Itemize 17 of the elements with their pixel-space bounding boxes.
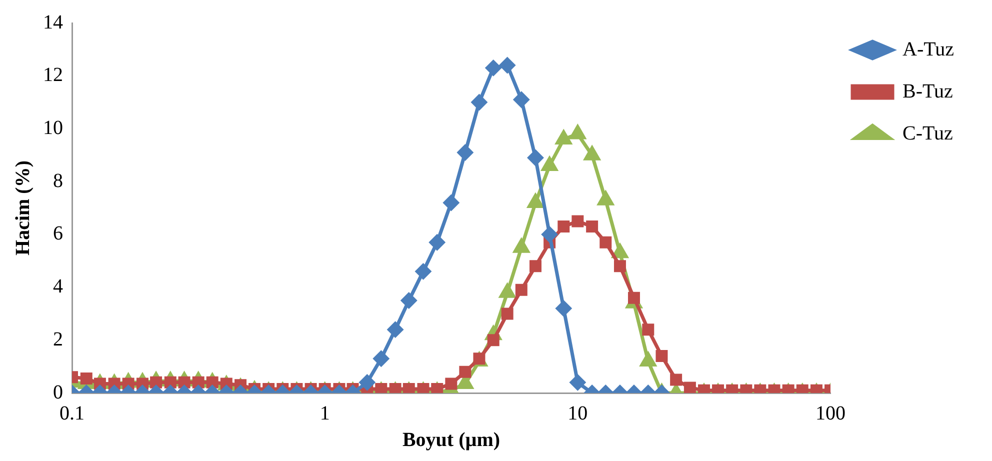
y-tick-label: 2 xyxy=(53,328,63,350)
y-tick-label: 0 xyxy=(53,381,63,404)
y-tick-label: 14 xyxy=(43,11,63,34)
y-tick-label: 10 xyxy=(43,116,63,139)
x-tick-label: 10 xyxy=(568,402,588,424)
x-tick-label: 0.1 xyxy=(60,402,84,424)
x-tick-label: 100 xyxy=(816,402,846,424)
y-tick-label: 4 xyxy=(53,276,63,298)
y-axis-title: Hacim (%) xyxy=(12,160,34,256)
legend-label: A-Tuz xyxy=(902,38,954,60)
x-axis-title: Boyut (µm) xyxy=(402,429,500,452)
legend-label: C-Tuz xyxy=(902,122,954,144)
y-tick-label: 8 xyxy=(53,170,63,192)
x-tick-label: 1 xyxy=(320,402,330,424)
y-tick-label: 6 xyxy=(53,222,63,245)
legend-label: B-Tuz xyxy=(902,80,954,102)
y-tick-label: 12 xyxy=(43,64,63,86)
